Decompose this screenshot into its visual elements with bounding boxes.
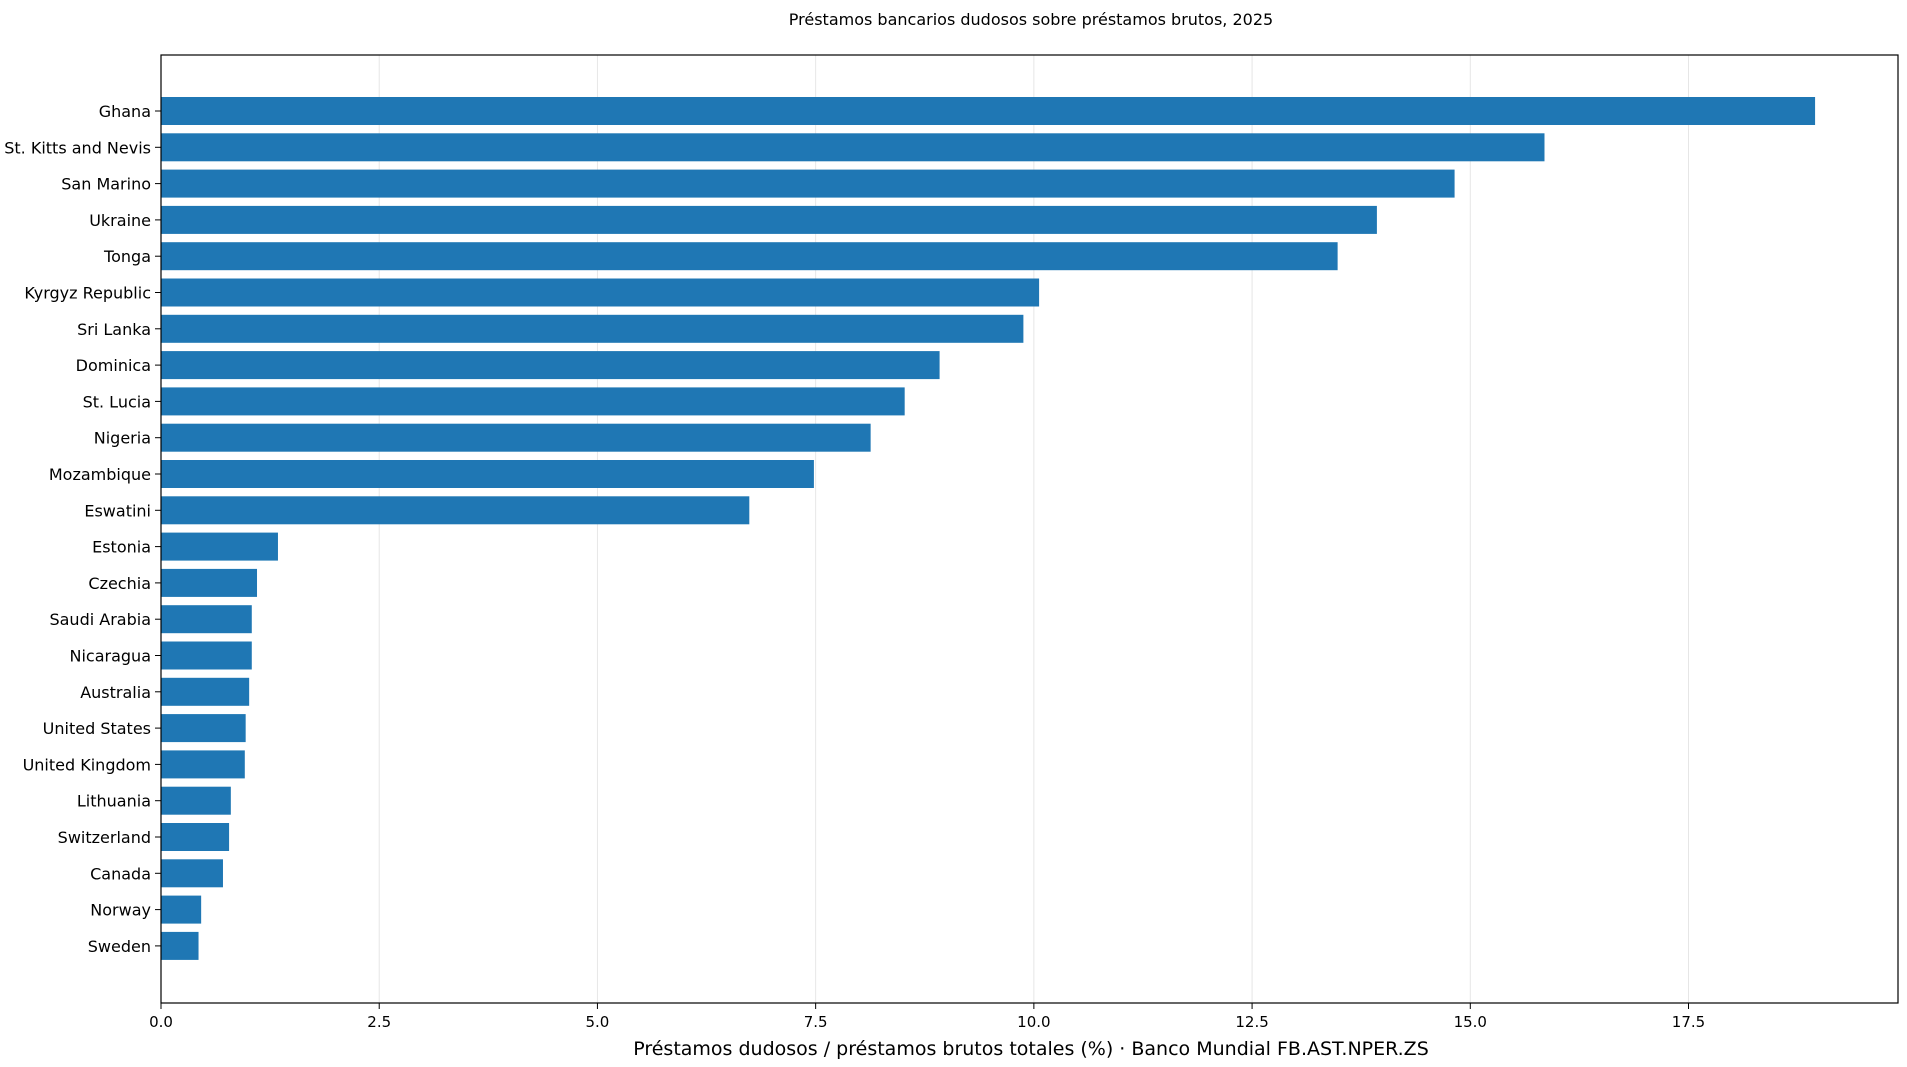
bar-san-marino xyxy=(161,169,1455,198)
x-tick-label: 0.0 xyxy=(149,1013,173,1031)
y-tick-label: St. Kitts and Nevis xyxy=(4,138,151,157)
x-axis-ticks: 0.0 2.5 5.0 7.5 10.0 12.5 15.0 17.5 xyxy=(149,1003,1705,1031)
bar-mozambique xyxy=(161,460,814,488)
bar-eswatini xyxy=(161,496,750,525)
y-tick-label: Norway xyxy=(90,901,151,920)
bar-dominica xyxy=(161,351,940,380)
bar-estonia xyxy=(161,532,278,561)
bar-st-lucia xyxy=(161,387,905,416)
y-tick-label: Ghana xyxy=(99,102,151,121)
y-tick-label: Estonia xyxy=(92,538,151,557)
bar-sweden xyxy=(161,931,199,960)
chart-title: Préstamos bancarios dudosos sobre présta… xyxy=(789,10,1273,29)
bar-sri-lanka xyxy=(161,314,1024,343)
bar-ukraine xyxy=(161,205,1377,234)
y-tick-label: Nicaragua xyxy=(70,647,152,666)
x-tick-label: 10.0 xyxy=(1017,1013,1050,1031)
bars xyxy=(161,97,1816,960)
y-tick-label: United States xyxy=(43,719,151,738)
bar-australia xyxy=(161,677,250,706)
y-tick-label: Australia xyxy=(80,683,151,702)
y-tick-label: St. Lucia xyxy=(83,392,151,411)
bar-norway xyxy=(161,895,202,924)
plot-frame xyxy=(160,54,1899,1004)
bar-united-states xyxy=(161,714,246,743)
bar-canada xyxy=(161,859,223,888)
y-tick-label: Sweden xyxy=(88,937,151,956)
y-tick-label: Lithuania xyxy=(77,792,151,811)
x-tick-label: 2.5 xyxy=(367,1013,391,1031)
x-axis-label: Préstamos dudosos / préstamos brutos tot… xyxy=(633,1038,1429,1060)
y-tick-label: United Kingdom xyxy=(23,755,151,774)
y-axis-labels: Ghana St. Kitts and Nevis San Marino Ukrain… xyxy=(4,102,161,956)
y-tick-label: Dominica xyxy=(76,356,151,375)
y-tick-label: Canada xyxy=(90,864,151,883)
y-tick-label: Czechia xyxy=(88,574,151,593)
y-tick-label: Nigeria xyxy=(94,429,151,448)
x-tick-label: 15.0 xyxy=(1454,1013,1487,1031)
y-tick-label: Mozambique xyxy=(49,465,151,484)
y-tick-label: Saudi Arabia xyxy=(49,610,151,629)
bar-st-kitts-and-nevis xyxy=(161,133,1545,162)
bar-nicaragua xyxy=(161,641,252,670)
y-tick-label: Kyrgyz Republic xyxy=(24,284,151,303)
bar-kyrgyz-republic xyxy=(161,278,1040,307)
y-tick-label: Switzerland xyxy=(58,828,151,847)
bar-lithuania xyxy=(161,786,231,815)
bar-united-kingdom xyxy=(161,750,245,779)
bar-saudi-arabia xyxy=(161,605,252,634)
y-tick-label: Eswatini xyxy=(84,501,151,520)
x-tick-label: 12.5 xyxy=(1235,1013,1268,1031)
x-tick-label: 17.5 xyxy=(1672,1013,1705,1031)
y-tick-label: Sri Lanka xyxy=(77,320,151,339)
y-tick-label: San Marino xyxy=(61,175,151,194)
bar-tonga xyxy=(161,242,1338,271)
bar-nigeria xyxy=(161,423,871,452)
bar-czechia xyxy=(161,568,258,597)
bar-switzerland xyxy=(161,823,230,851)
y-tick-label: Tonga xyxy=(103,247,151,266)
x-tick-label: 7.5 xyxy=(804,1013,828,1031)
x-tick-label: 5.0 xyxy=(586,1013,610,1031)
y-tick-label: Ukraine xyxy=(89,211,151,230)
bar-ghana xyxy=(161,97,1816,125)
